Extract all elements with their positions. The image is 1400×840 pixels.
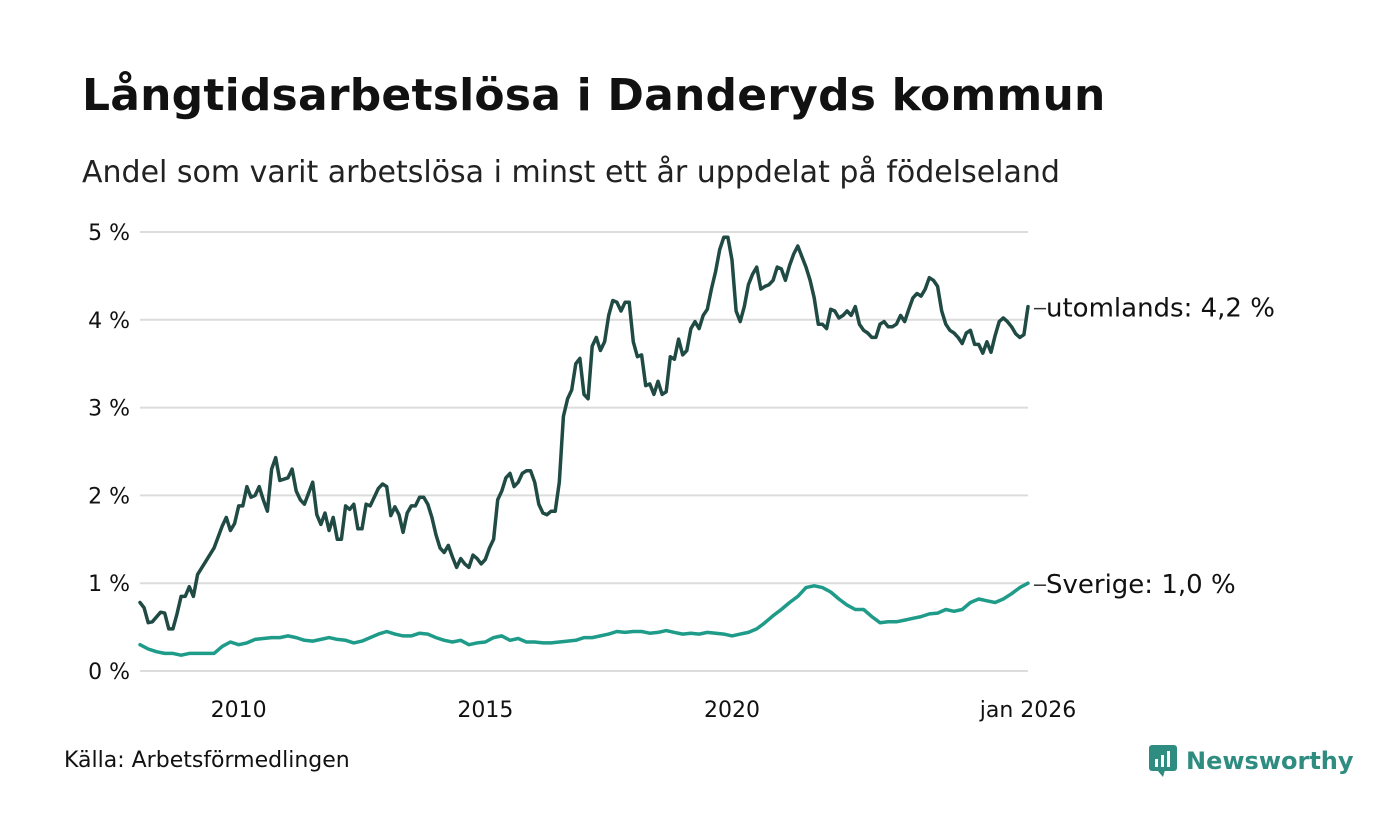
- newsworthy-logo-icon: [1149, 745, 1177, 777]
- x-tick-label: 2020: [704, 698, 760, 723]
- end-label-sverige: Sverige: 1,0 %: [1046, 570, 1236, 600]
- source-note: Källa: Arbetsförmedlingen: [64, 748, 350, 773]
- brand-name: Newsworthy: [1186, 747, 1354, 775]
- chart-subtitle: Andel som varit arbetslösa i minst ett å…: [82, 155, 1060, 190]
- series-line-sverige: [138, 581, 1030, 657]
- brand-logo[interactable]: Newsworthy: [1148, 744, 1354, 778]
- x-tick-label: 2015: [457, 698, 513, 723]
- y-tick-label: 3 %: [88, 397, 130, 422]
- chart-title: Långtidsarbetslösa i Danderyds kommun: [82, 70, 1106, 121]
- y-tick-label: 0 %: [88, 660, 130, 685]
- y-tick-label: 5 %: [88, 221, 130, 246]
- series-line-utomlands: [138, 235, 1030, 631]
- x-tick-label: jan 2026: [979, 698, 1077, 723]
- x-tick-label: 2010: [211, 698, 267, 723]
- y-tick-label: 1 %: [88, 572, 130, 597]
- y-tick-label: 4 %: [88, 309, 130, 334]
- end-label-utomlands: utomlands: 4,2 %: [1046, 294, 1275, 324]
- y-tick-label: 2 %: [88, 484, 130, 509]
